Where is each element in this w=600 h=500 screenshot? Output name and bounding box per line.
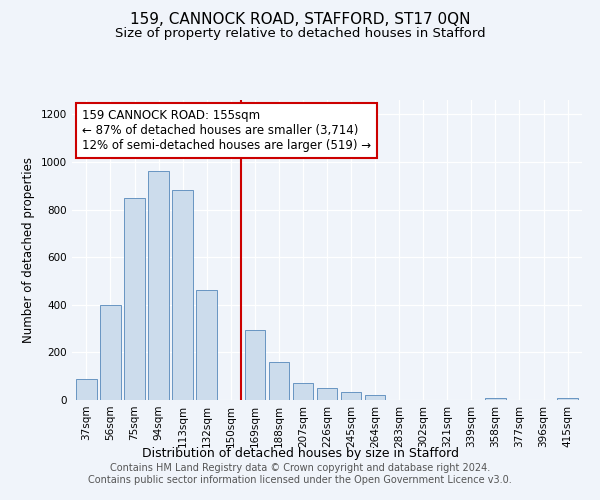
Bar [341,392,361,400]
Bar [485,398,506,400]
Text: Contains HM Land Registry data © Crown copyright and database right 2024.
Contai: Contains HM Land Registry data © Crown c… [88,464,512,485]
Bar [557,398,578,400]
Bar [76,378,97,400]
Bar [269,362,289,400]
Text: Distribution of detached houses by size in Stafford: Distribution of detached houses by size … [142,448,458,460]
Bar [317,388,337,400]
Bar [172,190,193,400]
Text: 159, CANNOCK ROAD, STAFFORD, ST17 0QN: 159, CANNOCK ROAD, STAFFORD, ST17 0QN [130,12,470,28]
Bar [196,290,217,400]
Bar [245,330,265,400]
Text: 159 CANNOCK ROAD: 155sqm
← 87% of detached houses are smaller (3,714)
12% of sem: 159 CANNOCK ROAD: 155sqm ← 87% of detach… [82,109,371,152]
Y-axis label: Number of detached properties: Number of detached properties [22,157,35,343]
Bar [100,305,121,400]
Bar [148,172,169,400]
Bar [293,384,313,400]
Bar [365,395,385,400]
Text: Size of property relative to detached houses in Stafford: Size of property relative to detached ho… [115,28,485,40]
Bar [124,198,145,400]
